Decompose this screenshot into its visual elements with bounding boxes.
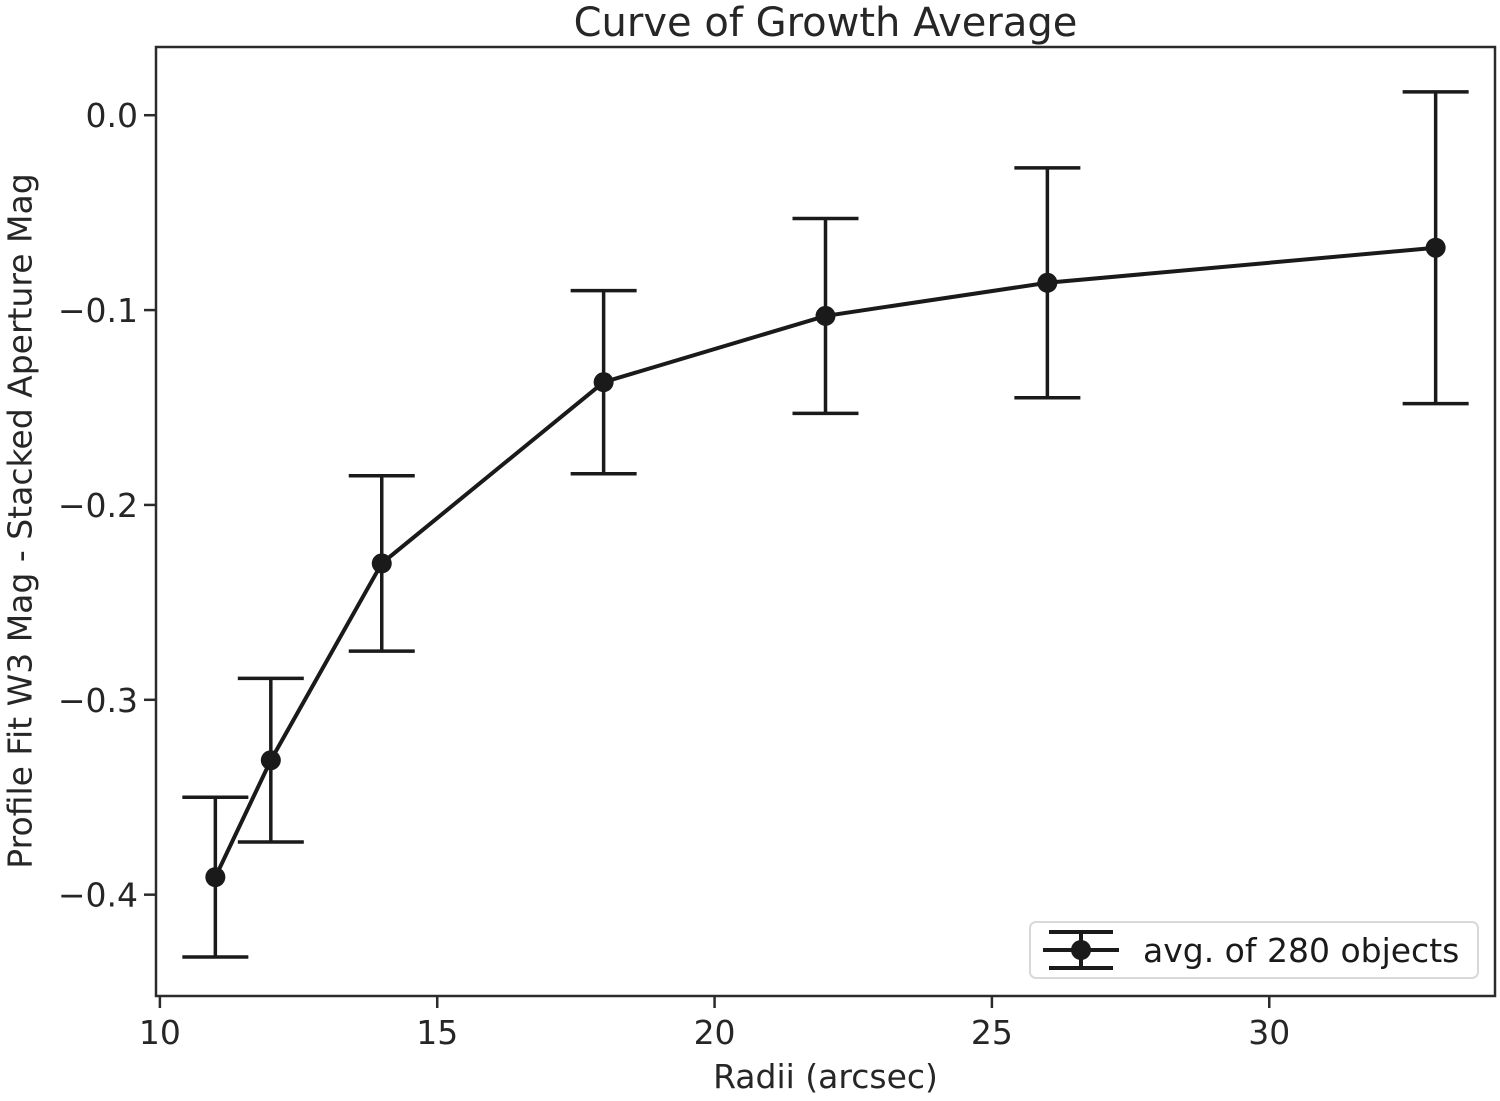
data-point-marker bbox=[1425, 237, 1446, 258]
data-point-marker bbox=[815, 305, 836, 326]
data-point-marker bbox=[371, 553, 392, 574]
y-tick-label: −0.4 bbox=[58, 876, 138, 915]
y-tick-label: −0.2 bbox=[58, 486, 138, 525]
legend: avg. of 280 objects bbox=[1029, 921, 1479, 979]
errorbar-legend-key-icon bbox=[1043, 930, 1119, 970]
data-point-marker bbox=[593, 372, 614, 393]
chart-title: Curve of Growth Average bbox=[573, 0, 1078, 46]
y-tick-label: −0.3 bbox=[58, 681, 138, 720]
x-tick-label: 20 bbox=[694, 1013, 736, 1052]
data-point-marker bbox=[1037, 272, 1058, 293]
x-tick-label: 25 bbox=[971, 1013, 1013, 1052]
axes-box bbox=[154, 45, 1497, 998]
data-point-marker bbox=[260, 750, 281, 771]
x-tick-label: 10 bbox=[139, 1013, 181, 1052]
x-axis-label: Radii (arcsec) bbox=[713, 1057, 938, 1096]
legend-label: avg. of 280 objects bbox=[1143, 930, 1460, 970]
x-tick-label: 30 bbox=[1248, 1013, 1290, 1052]
y-tick-label: 0.0 bbox=[86, 96, 138, 135]
y-tick-label: −0.1 bbox=[58, 291, 138, 330]
data-point-marker bbox=[205, 867, 226, 888]
x-tick-label: 15 bbox=[416, 1013, 458, 1052]
